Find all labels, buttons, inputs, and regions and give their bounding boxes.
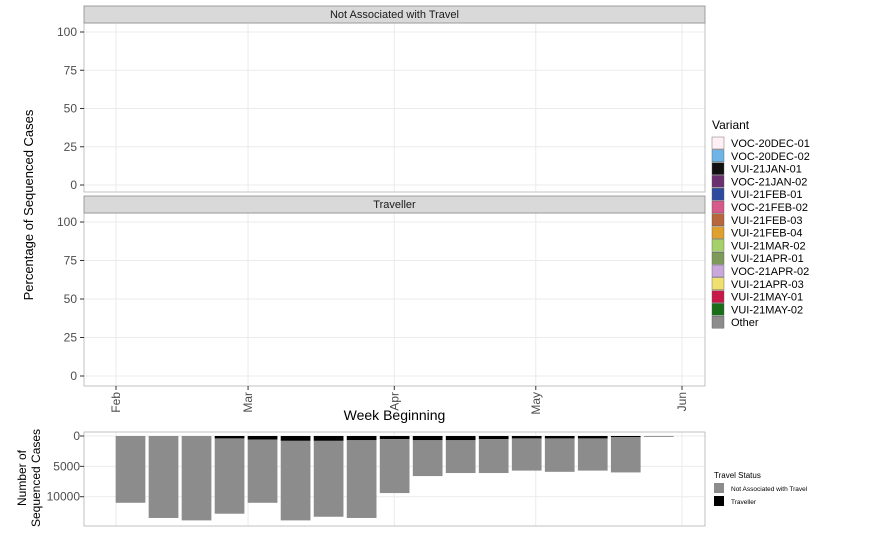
legend-swatch (711, 264, 725, 278)
y-tick-label: 75 (64, 63, 78, 77)
bar-legend-swatch (714, 496, 724, 506)
legend-swatch (711, 239, 725, 252)
x-tick-label: Mar (241, 392, 255, 413)
bar-legend-label: Traveller (731, 499, 757, 506)
x-tick-label: May (529, 392, 543, 415)
bar-not-associated-with-travel (313, 440, 344, 517)
legend-swatch (711, 277, 725, 290)
bar-y-tick-label: 0 (73, 429, 80, 443)
facet-strip (83, 195, 706, 214)
bar-legend-label: Not Associated with Travel (731, 486, 808, 493)
bar-not-associated-with-travel (181, 436, 212, 521)
y-tick-label: 0 (70, 178, 77, 192)
y-tick-label: 50 (64, 292, 78, 306)
bar-not-associated-with-travel (445, 440, 476, 474)
legend-label: VOC-20DEC-01 (731, 138, 810, 150)
bar-not-associated-with-travel (379, 439, 410, 494)
legend-label: VUI-21FEB-01 (731, 189, 803, 201)
bar-not-associated-with-travel (148, 436, 179, 518)
legend-swatch (711, 226, 725, 239)
bar-legend-title: Travel Status (714, 471, 761, 480)
x-tick-label: Apr (387, 392, 401, 411)
bar-traveller (610, 436, 641, 438)
bar-not-associated-with-travel (280, 440, 311, 521)
y-tick-label: 25 (64, 331, 78, 345)
facet-strip (83, 5, 706, 24)
legend-label: VOC-20DEC-02 (731, 151, 810, 163)
legend-swatch (711, 213, 725, 227)
legend-swatch (711, 290, 725, 303)
bar-not-associated-with-travel (610, 437, 641, 473)
legend-label: VUI-21MAY-01 (731, 292, 803, 304)
legend-swatch (711, 187, 725, 201)
facet-label: Traveller (373, 199, 416, 211)
legend-label: VUI-21JAN-01 (731, 164, 802, 176)
legend-title: Variant (712, 118, 750, 132)
bar-not-associated-with-travel (346, 440, 377, 518)
x-tick-label: Feb (109, 392, 123, 413)
legend-label: VOC-21APR-02 (731, 266, 809, 278)
bar-traveller (346, 436, 377, 441)
y-tick-label: 50 (64, 102, 78, 116)
legend-label: Other (731, 317, 759, 329)
bar-traveller (445, 436, 476, 441)
y-tick-label: 0 (70, 369, 77, 383)
bar-not-associated-with-travel (643, 436, 674, 437)
legend-label: VUI-21FEB-03 (731, 215, 803, 227)
bar-traveller (280, 436, 311, 441)
legend-label: VUI-21APR-03 (731, 279, 804, 291)
bar-not-associated-with-travel (412, 440, 443, 477)
legend-swatch (711, 175, 725, 188)
bar-traveller (313, 436, 344, 441)
bar-traveller (379, 436, 410, 440)
bar-not-associated-with-travel (214, 438, 245, 514)
legend-label: VOC-21JAN-02 (731, 176, 807, 188)
y-tick-label: 100 (57, 25, 77, 39)
facet-label: Not Associated with Travel (330, 9, 459, 21)
legend-swatch (711, 303, 725, 316)
legend-label: VOC-21FEB-02 (731, 202, 808, 214)
legend-label: VUI-21APR-01 (731, 253, 804, 265)
bar-not-associated-with-travel (115, 436, 146, 503)
legend-swatch (711, 200, 725, 214)
bar-not-associated-with-travel (478, 439, 509, 474)
legend-swatch (711, 316, 725, 329)
y-axis-title: Percentage of Sequenced Cases (21, 109, 36, 300)
bar-y-tick-label: 10000 (47, 490, 81, 504)
legend-label: VUI-21MAR-02 (731, 240, 806, 252)
legend-label: VUI-21FEB-04 (731, 228, 803, 240)
bar-not-associated-with-travel (247, 439, 278, 503)
bar-not-associated-with-travel (511, 438, 542, 471)
legend-swatch (711, 149, 725, 163)
legend-swatch (711, 136, 725, 150)
bar-y-axis-title-line1: Number of (15, 449, 29, 506)
bar-legend-swatch (714, 483, 724, 493)
bar-traveller (412, 436, 443, 441)
bar-traveller (544, 436, 575, 439)
y-tick-label: 100 (57, 215, 77, 229)
bar-traveller (478, 436, 509, 440)
bar-not-associated-with-travel (544, 438, 575, 472)
bar-traveller (511, 436, 542, 439)
x-axis-title: Week Beginning (344, 407, 446, 423)
bar-traveller (214, 436, 245, 439)
bar-traveller (247, 436, 278, 440)
bar-traveller (577, 436, 608, 439)
y-tick-label: 25 (64, 140, 78, 154)
y-tick-label: 75 (64, 254, 78, 268)
legend-swatch (711, 251, 725, 265)
legend-label: VUI-21MAY-02 (731, 304, 803, 316)
bar-panel-border (83, 431, 706, 527)
legend-swatch (711, 162, 725, 175)
x-tick-label: Jun (675, 392, 689, 411)
bar-not-associated-with-travel (577, 438, 608, 471)
bar-y-axis-title-line2: Sequenced Cases (29, 429, 43, 527)
bar-y-tick-label: 5000 (53, 459, 80, 473)
